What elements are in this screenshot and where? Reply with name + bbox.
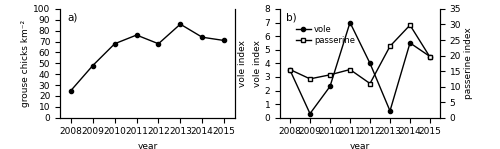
Y-axis label: grouse chicks km⁻²: grouse chicks km⁻² [21, 20, 30, 107]
Text: b): b) [286, 12, 297, 22]
Text: a): a) [67, 12, 78, 22]
X-axis label: year: year [138, 142, 158, 149]
passerine [307, 78, 313, 80]
vole [327, 86, 333, 87]
vole [367, 62, 373, 64]
Legend: vole, passerine: vole, passerine [292, 22, 358, 48]
Line: passerine: passerine [288, 23, 432, 86]
Y-axis label: vole index: vole index [238, 40, 247, 87]
vole [407, 42, 413, 44]
passerine [367, 83, 373, 84]
passerine [347, 69, 353, 70]
Line: vole: vole [288, 20, 432, 116]
passerine [287, 69, 293, 70]
vole [287, 69, 293, 71]
passerine [327, 74, 333, 76]
Y-axis label: vole index: vole index [253, 40, 262, 87]
passerine [407, 24, 413, 26]
X-axis label: year: year [350, 142, 370, 149]
passerine [387, 45, 393, 47]
Y-axis label: passerine index: passerine index [464, 27, 473, 99]
vole [387, 110, 393, 112]
vole [427, 56, 433, 57]
passerine [427, 56, 433, 58]
vole [307, 113, 313, 115]
vole [347, 22, 353, 23]
